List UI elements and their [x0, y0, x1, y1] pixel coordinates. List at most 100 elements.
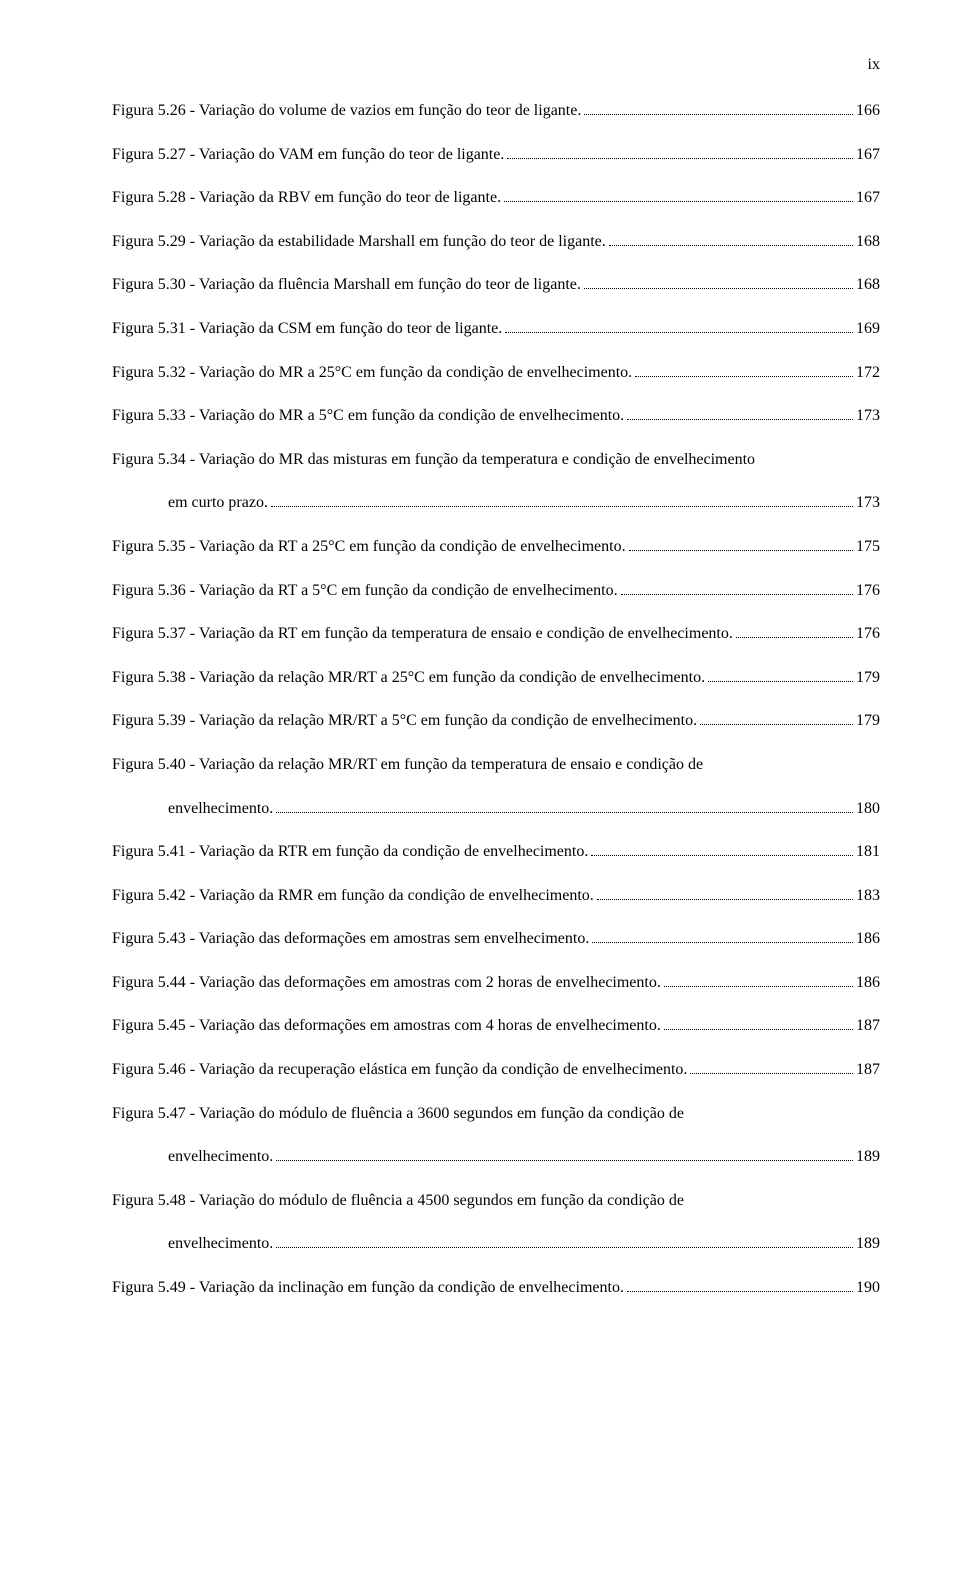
list-entry: Figura 5.44 - Variação das deformações e…	[112, 972, 880, 994]
dot-leader	[736, 624, 853, 639]
entry-line: Figura 5.29 - Variação da estabilidade M…	[112, 231, 880, 253]
entry-line: Figura 5.27 - Variação do VAM em função …	[112, 144, 880, 166]
entry-text: Figura 5.33 - Variação do MR a 5°C em fu…	[112, 405, 624, 427]
list-entry: Figura 5.27 - Variação do VAM em função …	[112, 144, 880, 166]
entry-line: Figura 5.37 - Variação da RT em função d…	[112, 623, 880, 645]
dot-leader	[276, 1234, 853, 1249]
list-entry: Figura 5.38 - Variação da relação MR/RT …	[112, 667, 880, 689]
list-entry: Figura 5.37 - Variação da RT em função d…	[112, 623, 880, 645]
entry-text: Figura 5.39 - Variação da relação MR/RT …	[112, 710, 697, 732]
list-entry: Figura 5.43 - Variação das deformações e…	[112, 928, 880, 950]
figure-list: Figura 5.26 - Variação do volume de vazi…	[112, 100, 880, 1299]
entry-page-number: 180	[856, 798, 880, 820]
entry-page-number: 187	[856, 1059, 880, 1081]
dot-leader	[708, 667, 853, 682]
list-entry: Figura 5.41 - Variação da RTR em função …	[112, 841, 880, 863]
entry-text: Figura 5.32 - Variação do MR a 25°C em f…	[112, 362, 632, 384]
entry-text: Figura 5.49 - Variação da inclinação em …	[112, 1277, 624, 1299]
entry-text: Figura 5.46 - Variação da recuperação el…	[112, 1059, 687, 1081]
entry-line: Figura 5.42 - Variação da RMR em função …	[112, 885, 880, 907]
entry-line: Figura 5.48 - Variação do módulo de fluê…	[112, 1190, 880, 1212]
entry-page-number: 169	[856, 318, 880, 340]
entry-page-number: 189	[856, 1233, 880, 1255]
entry-line: Figura 5.45 - Variação das deformações e…	[112, 1015, 880, 1037]
dot-leader	[664, 1016, 853, 1031]
entry-text: Figura 5.35 - Variação da RT a 25°C em f…	[112, 536, 626, 558]
entry-text: Figura 5.28 - Variação da RBV em função …	[112, 187, 501, 209]
dot-leader	[664, 972, 853, 987]
entry-page-number: 166	[856, 100, 880, 122]
list-entry: Figura 5.46 - Variação da recuperação el…	[112, 1059, 880, 1081]
dot-leader	[597, 885, 853, 900]
entry-text: em curto prazo.	[168, 492, 268, 514]
entry-text: Figura 5.26 - Variação do volume de vazi…	[112, 100, 581, 122]
entry-line: Figura 5.43 - Variação das deformações e…	[112, 928, 880, 950]
page-number: ix	[868, 56, 880, 74]
entry-page-number: 175	[856, 536, 880, 558]
entry-text: Figura 5.48 - Variação do módulo de fluê…	[112, 1190, 684, 1212]
entry-line: Figura 5.46 - Variação da recuperação el…	[112, 1059, 880, 1081]
entry-line: Figura 5.36 - Variação da RT a 5°C em fu…	[112, 580, 880, 602]
entry-text: Figura 5.41 - Variação da RTR em função …	[112, 841, 588, 863]
entry-line: Figura 5.28 - Variação da RBV em função …	[112, 187, 880, 209]
entry-line: Figura 5.44 - Variação das deformações e…	[112, 972, 880, 994]
list-entry: Figura 5.30 - Variação da fluência Marsh…	[112, 274, 880, 296]
entry-text: Figura 5.40 - Variação da relação MR/RT …	[112, 754, 703, 776]
entry-text: Figura 5.30 - Variação da fluência Marsh…	[112, 274, 581, 296]
entry-text: Figura 5.36 - Variação da RT a 5°C em fu…	[112, 580, 618, 602]
entry-text: Figura 5.42 - Variação da RMR em função …	[112, 885, 594, 907]
entry-page-number: 183	[856, 885, 880, 907]
entry-text: Figura 5.38 - Variação da relação MR/RT …	[112, 667, 705, 689]
entry-text: Figura 5.45 - Variação das deformações e…	[112, 1015, 661, 1037]
entry-page-number: 172	[856, 362, 880, 384]
dot-leader	[627, 406, 853, 421]
entry-continuation: envelhecimento.180	[112, 798, 880, 820]
entry-page-number: 190	[856, 1277, 880, 1299]
entry-line: Figura 5.47 - Variação do módulo de fluê…	[112, 1103, 880, 1125]
entry-line: Figura 5.30 - Variação da fluência Marsh…	[112, 274, 880, 296]
entry-line: Figura 5.41 - Variação da RTR em função …	[112, 841, 880, 863]
list-entry: Figura 5.28 - Variação da RBV em função …	[112, 187, 880, 209]
entry-line: Figura 5.33 - Variação do MR a 5°C em fu…	[112, 405, 880, 427]
entry-page-number: 167	[856, 187, 880, 209]
entry-continuation: em curto prazo.173	[112, 492, 880, 514]
entry-line: Figura 5.39 - Variação da relação MR/RT …	[112, 710, 880, 732]
dot-leader	[276, 1147, 853, 1162]
entry-page-number: 176	[856, 580, 880, 602]
list-entry: Figura 5.32 - Variação do MR a 25°C em f…	[112, 362, 880, 384]
dot-leader	[507, 144, 853, 159]
list-entry: Figura 5.45 - Variação das deformações e…	[112, 1015, 880, 1037]
entry-text: Figura 5.34 - Variação do MR das mistura…	[112, 449, 755, 471]
dot-leader	[621, 580, 853, 595]
entry-page-number: 187	[856, 1015, 880, 1037]
list-entry: Figura 5.31 - Variação da CSM em função …	[112, 318, 880, 340]
dot-leader	[700, 711, 853, 726]
dot-leader	[504, 188, 853, 203]
dot-leader	[591, 842, 853, 857]
list-entry: Figura 5.29 - Variação da estabilidade M…	[112, 231, 880, 253]
list-entry: Figura 5.39 - Variação da relação MR/RT …	[112, 710, 880, 732]
list-entry: Figura 5.26 - Variação do volume de vazi…	[112, 100, 880, 122]
entry-line: Figura 5.26 - Variação do volume de vazi…	[112, 100, 880, 122]
entry-text: envelhecimento.	[168, 1146, 273, 1168]
dot-leader	[505, 318, 853, 333]
entry-page-number: 176	[856, 623, 880, 645]
list-entry: Figura 5.40 - Variação da relação MR/RT …	[112, 754, 880, 819]
entry-text: Figura 5.43 - Variação das deformações e…	[112, 928, 589, 950]
entry-line: Figura 5.31 - Variação da CSM em função …	[112, 318, 880, 340]
entry-text: Figura 5.37 - Variação da RT em função d…	[112, 623, 733, 645]
dot-leader	[276, 798, 853, 813]
dot-leader	[592, 929, 853, 944]
page: ix Figura 5.26 - Variação do volume de v…	[0, 0, 960, 1572]
list-entry: Figura 5.48 - Variação do módulo de fluê…	[112, 1190, 880, 1255]
entry-page-number: 186	[856, 928, 880, 950]
entry-continuation: envelhecimento.189	[112, 1146, 880, 1168]
entry-page-number: 186	[856, 972, 880, 994]
entry-page-number: 167	[856, 144, 880, 166]
entry-page-number: 179	[856, 710, 880, 732]
entry-text: Figura 5.31 - Variação da CSM em função …	[112, 318, 502, 340]
entry-text: Figura 5.27 - Variação do VAM em função …	[112, 144, 504, 166]
entry-page-number: 179	[856, 667, 880, 689]
entry-page-number: 168	[856, 274, 880, 296]
dot-leader	[271, 493, 853, 508]
